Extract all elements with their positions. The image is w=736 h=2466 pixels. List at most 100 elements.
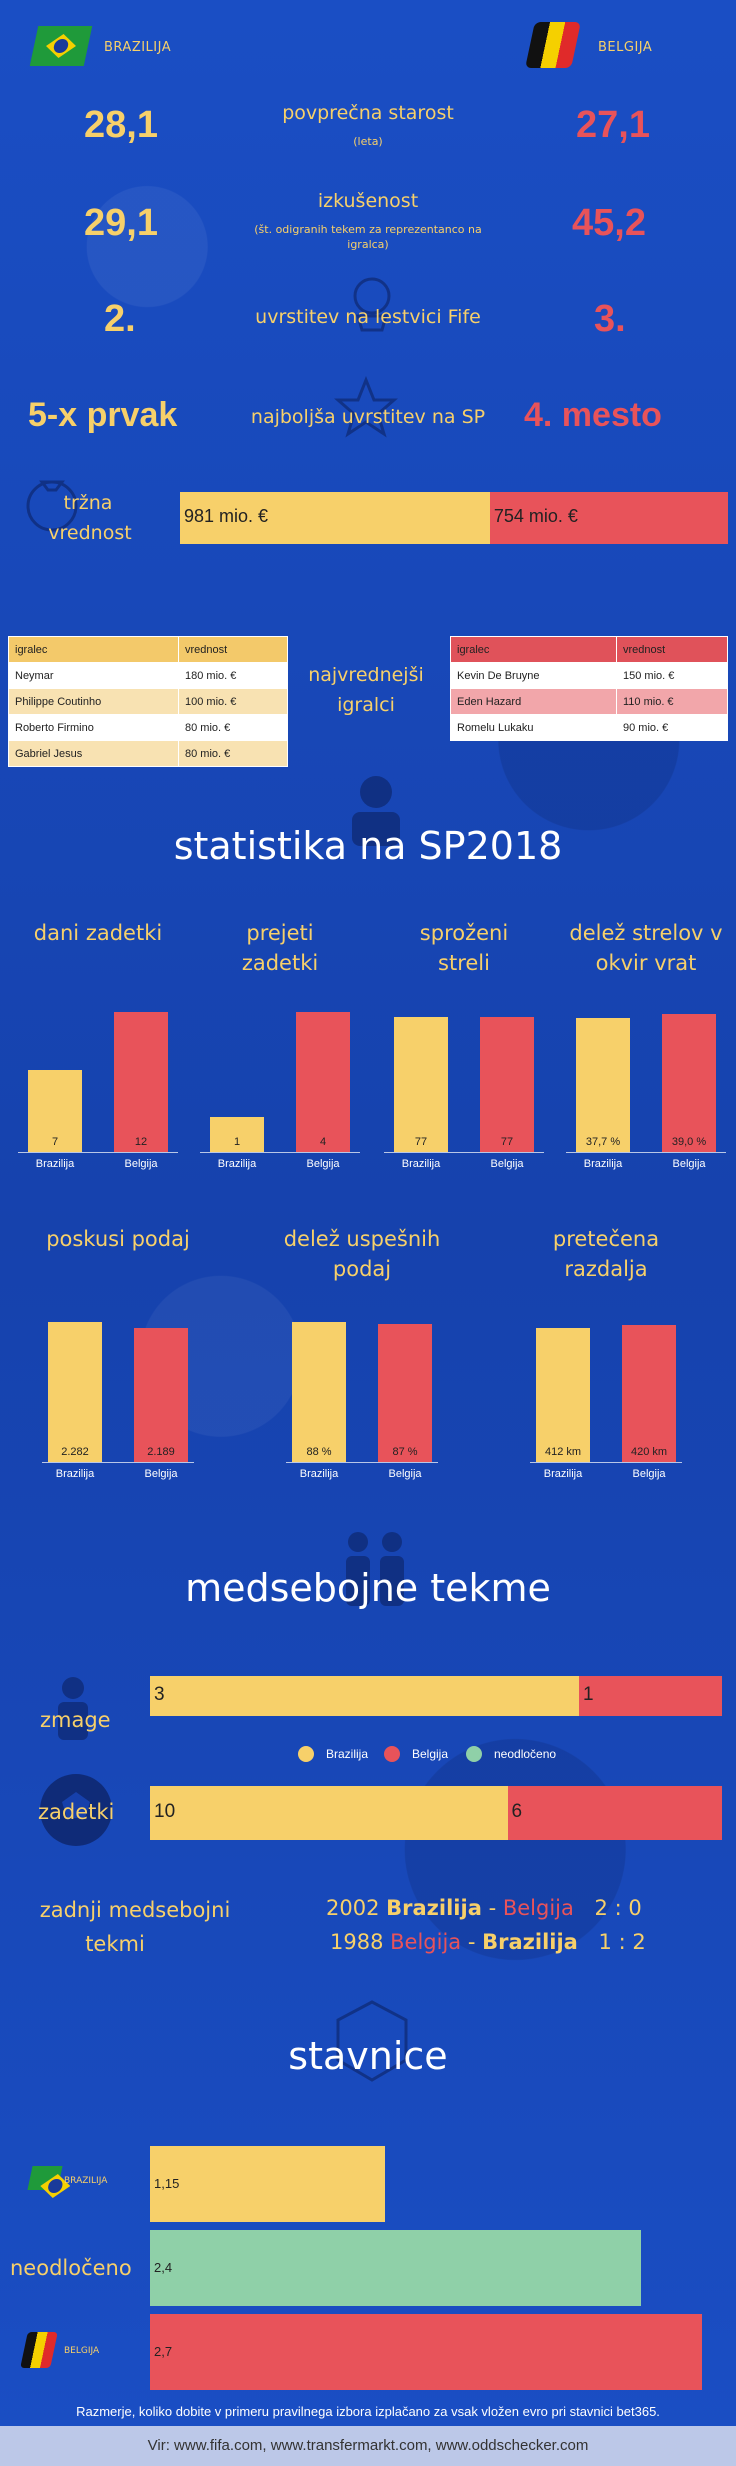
bar-brazilija: [536, 1327, 590, 1462]
chart-axis-line: [566, 1152, 726, 1153]
chart-title: sproženi streli: [419, 921, 509, 975]
experience-away-value: 45,2: [572, 202, 646, 244]
brazil-flag-icon: [29, 26, 93, 66]
table-row: Eden Hazard 110 mio. €: [450, 688, 728, 715]
bar-value-label: 2.282: [61, 1446, 89, 1458]
age-away-value: 27,1: [576, 104, 650, 146]
goals-label: zadetki: [38, 1800, 115, 1824]
bar-value-label: 77: [414, 1136, 428, 1148]
age-sub: (leta): [353, 135, 383, 148]
players-title-1: najvrednejši: [308, 664, 424, 686]
football-icon: [40, 1774, 112, 1846]
bar-category-label: Brazilija: [299, 1468, 339, 1480]
last-game-1: 2002 Brazilija - Belgija 2 : 0: [326, 1896, 642, 1920]
last-game-2: 1988 Belgija - Brazilija 1 : 2: [330, 1930, 646, 1954]
referee-icon: [58, 1677, 88, 1740]
footer-bar: Vir: www.fifa.com, www.transfermarkt.com…: [0, 2426, 736, 2466]
wins-bar: 3 1: [150, 1676, 722, 1716]
wins-label: zmage: [40, 1708, 111, 1732]
bar-value-label: 7: [51, 1136, 59, 1148]
bar-value-label: 1: [233, 1136, 241, 1148]
chart-title: prejeti zadetki: [241, 921, 319, 975]
fifa-rank-label: uvrstitev na lestvici Fife: [255, 306, 481, 328]
market-away-text: 754 mio. €: [493, 506, 578, 526]
bar-value-label: 39,0 %: [671, 1136, 707, 1148]
last-games-label-1: zadnji medsebojni: [39, 1898, 231, 1922]
home-players-table: igralec vrednost Neymar 180 mio. € Phili…: [8, 636, 288, 767]
chart-axis-line: [200, 1152, 360, 1153]
player-value: 80 mio. €: [178, 740, 288, 767]
market-value-bar: 981 mio. € 754 mio. €: [180, 492, 728, 544]
player-value: 150 mio. €: [616, 662, 728, 689]
wins-home-segment: 3: [150, 1676, 579, 1716]
experience-sub: (št. odigranih tekem za reprezentanco na…: [254, 223, 482, 251]
bar-belgija: [480, 1017, 534, 1152]
wins-home-value: 3: [154, 1684, 165, 1705]
bar-value-label: 87 %: [392, 1446, 418, 1458]
players-title-2: igralci: [337, 694, 395, 716]
belgium-flag-icon: [525, 22, 581, 68]
player-value: 110 mio. €: [616, 688, 728, 715]
wins-away-segment: 1: [579, 1676, 722, 1716]
wins-away-value: 1: [583, 1684, 594, 1705]
bar-brazilija: [28, 1070, 82, 1152]
money-bag-icon: [26, 480, 78, 532]
legend-home-dot: [298, 1746, 314, 1762]
table-header-player: igralec: [450, 636, 617, 663]
table-row: Philippe Coutinho 100 mio. €: [8, 688, 288, 715]
bar-value-label: 412 km: [544, 1446, 582, 1458]
experience-label: izkušenost: [317, 190, 419, 212]
best-wc-home-value: 5-x prvak: [28, 396, 178, 434]
last-games-label-2: tekmi: [85, 1932, 145, 1956]
bar-value-label: 77: [500, 1136, 514, 1148]
game-team1: Belgija: [390, 1930, 462, 1954]
bar-belgija: [622, 1325, 676, 1462]
player-value: 100 mio. €: [178, 688, 288, 715]
table-row: Neymar 180 mio. €: [8, 662, 288, 689]
odds-draw-label: neodločeno: [10, 2256, 132, 2280]
goals-home-segment: 10: [150, 1786, 508, 1840]
odds-home-label: BRAZILIJA: [64, 2176, 108, 2186]
bar-belgija: [114, 1012, 168, 1152]
fifa-rank-home-value: 2.: [104, 298, 136, 340]
odds-home-bar: 1,15: [150, 2146, 386, 2222]
bar-value-label: 88 %: [306, 1446, 332, 1458]
chart-title: delež uspešnih podaj: [283, 1227, 441, 1281]
player-name: Romelu Lukaku: [450, 714, 617, 741]
trophy-icon: [353, 277, 391, 332]
players-handshake-icon: [346, 1532, 404, 1606]
chart-axis-line: [286, 1462, 438, 1463]
player-value: 90 mio. €: [616, 714, 728, 741]
table-row: Gabriel Jesus 80 mio. €: [8, 740, 288, 767]
bar-brazilija: [576, 1018, 630, 1152]
away-team-label: BELGIJA: [598, 40, 653, 55]
bar-category-label: Brazilija: [543, 1468, 583, 1480]
player-name: Eden Hazard: [450, 688, 617, 715]
bar-category-label: Belgija: [632, 1468, 666, 1480]
bar-category-label: Brazilija: [55, 1468, 95, 1480]
best-wc-label: najboljša uvrstitev na SP: [250, 406, 486, 428]
bar-belgija: [296, 1012, 350, 1152]
market-home-text: 981 mio. €: [184, 506, 269, 526]
game-year: 1988: [330, 1930, 384, 1954]
game-score: 1 : 2: [598, 1930, 646, 1954]
footer-source: Vir: www.fifa.com, www.transfermarkt.com…: [147, 2437, 589, 2454]
goals-away-segment: 6: [507, 1786, 722, 1840]
legend-draw-label: neodločeno: [494, 1747, 557, 1761]
bar-category-label: Brazilija: [217, 1158, 257, 1170]
odds-draw-bar: 2,4: [150, 2230, 641, 2306]
chart-axis-line: [42, 1462, 194, 1463]
player-stats-icon: [352, 776, 400, 846]
best-wc-away-value: 4. mesto: [524, 396, 662, 434]
goals-away-value: 6: [511, 1801, 523, 1822]
chart-axis-line: [18, 1152, 178, 1153]
odds-title: stavnice: [288, 2034, 448, 2078]
bar-belgija: [662, 1013, 716, 1152]
bar-brazilija: [210, 1117, 264, 1152]
bar-brazilija: [292, 1322, 346, 1462]
odds-draw-value: 2,4: [154, 2260, 173, 2275]
experience-home-value: 29,1: [84, 202, 158, 244]
market-label-1: tržna: [63, 492, 113, 514]
game-sep: -: [488, 1896, 497, 1920]
bar-brazilija: [48, 1322, 102, 1462]
